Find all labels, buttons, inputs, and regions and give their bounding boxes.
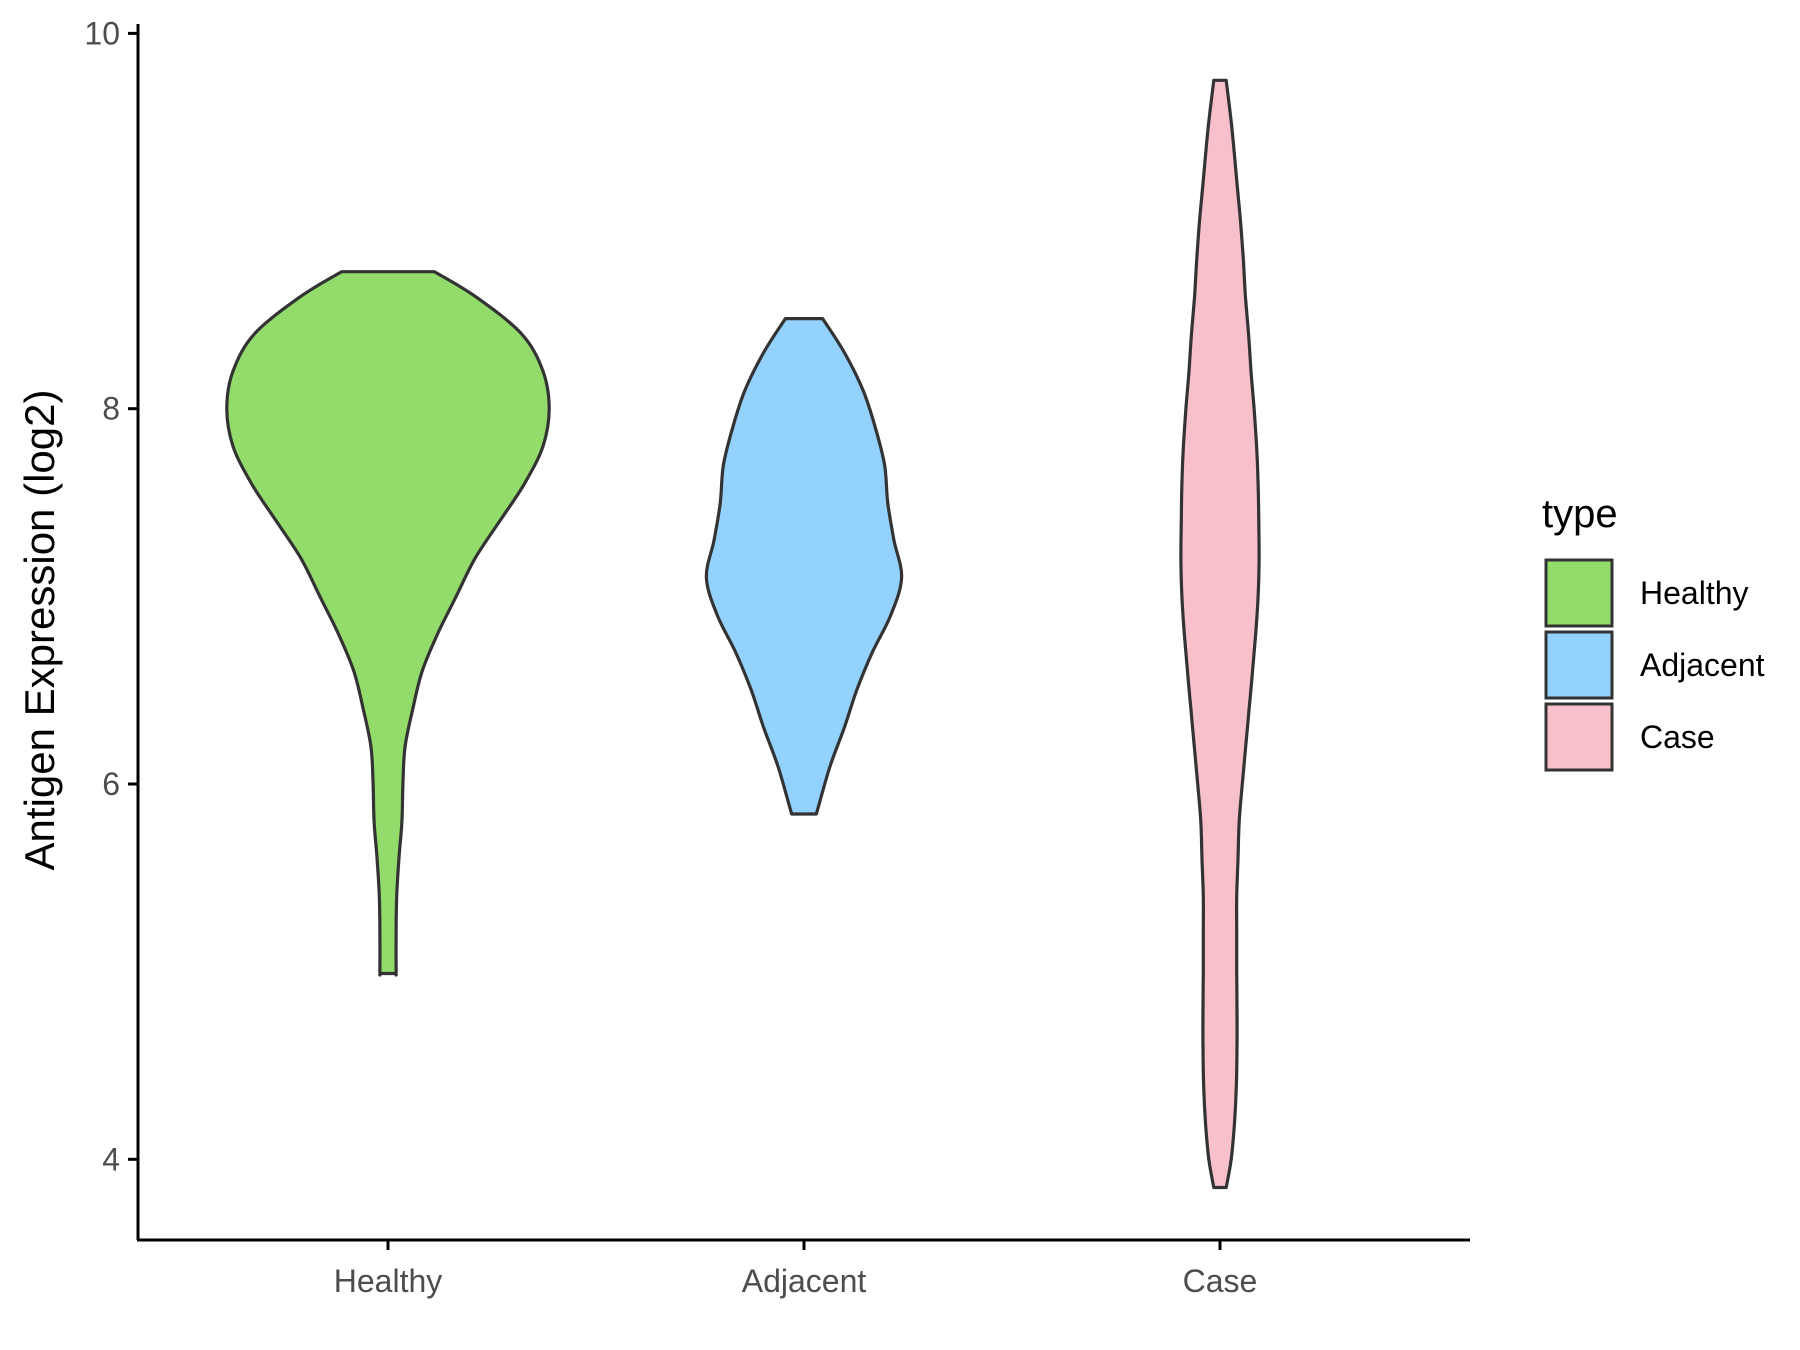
violin-case xyxy=(1179,78,1261,1190)
legend: type Healthy Adjacent Case xyxy=(1542,492,1765,772)
y-tick-label: 6 xyxy=(102,766,120,802)
legend-swatch-adjacent xyxy=(1544,630,1614,700)
y-ticks: 4 6 8 10 xyxy=(84,15,138,1177)
y-tick-label: 4 xyxy=(102,1141,120,1177)
x-ticks: Healthy Adjacent Case xyxy=(334,1240,1258,1299)
violin-layer xyxy=(225,78,1261,1190)
legend-swatch-case xyxy=(1544,702,1614,772)
legend-label-case: Case xyxy=(1640,719,1715,755)
legend-items: Healthy Adjacent Case xyxy=(1544,558,1765,772)
y-tick-label: 10 xyxy=(84,15,120,51)
y-tick-label: 8 xyxy=(102,391,120,427)
x-tick-label: Case xyxy=(1183,1263,1258,1299)
x-tick-label: Healthy xyxy=(334,1263,443,1299)
legend-swatch-healthy xyxy=(1544,558,1614,628)
legend-label-healthy: Healthy xyxy=(1640,575,1749,611)
violin-adjacent xyxy=(704,317,904,816)
x-tick-label: Adjacent xyxy=(742,1263,867,1299)
legend-title: type xyxy=(1542,492,1618,536)
violin-healthy xyxy=(225,270,551,977)
y-axis-title: Antigen Expression (log2) xyxy=(16,390,63,871)
legend-label-adjacent: Adjacent xyxy=(1640,647,1765,683)
